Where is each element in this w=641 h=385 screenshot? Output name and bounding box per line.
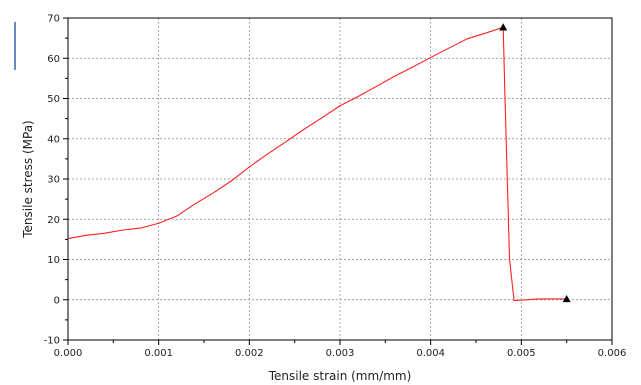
triangle-marker [499,23,508,31]
y-tick-label: 30 [47,175,60,186]
triangle-marker [562,294,571,303]
y-axis-label: Tensile stress (MPa) [21,120,35,239]
x-tick-label: 0.005 [507,348,536,359]
series-layer [67,26,567,302]
tick-layer: 0.000 0.001 0.002 0.003 0.004 0.005 0.006 -10 0 1… [44,14,627,360]
x-tick-label: 0.003 [326,348,355,359]
x-tick-label: 0.001 [144,348,173,359]
x-axis-label: Tensile strain (mm/mm) [268,369,412,383]
y-tick-label: 20 [47,215,60,226]
grid-layer [68,18,612,340]
y-tick-label: 40 [47,134,60,145]
y-tick-label: 50 [47,94,60,105]
stress-strain-line [67,26,567,302]
marker-layer [499,23,571,303]
x-tick-label: 0.000 [54,348,83,359]
y-tick-label: 70 [47,14,60,25]
y-tick-label: -10 [44,336,60,347]
y-tick-label: 60 [47,54,60,65]
y-tick-label: 0 [54,295,60,306]
y-tick-label: 10 [47,255,60,266]
x-tick-label: 0.004 [416,348,445,359]
x-tick-label: 0.006 [598,348,627,359]
x-tick-label: 0.002 [235,348,264,359]
